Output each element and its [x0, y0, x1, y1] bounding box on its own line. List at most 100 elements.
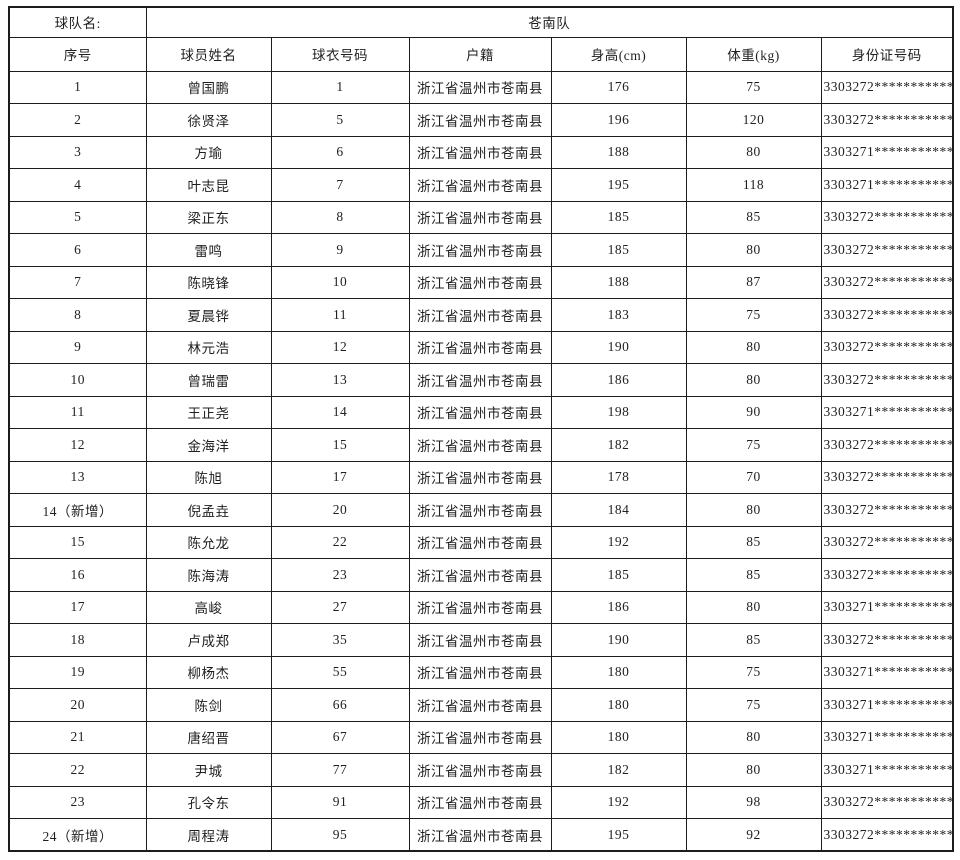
cell-jersey-number: 22 [270, 525, 410, 559]
cell-serial: 18 [8, 623, 147, 657]
table-row: 8 夏晨铧 11 浙江省温州市苍南县 183 75 3303272*********** [8, 298, 954, 332]
cell-weight: 80 [685, 753, 822, 787]
cell-residence: 浙江省温州市苍南县 [408, 330, 552, 364]
table-row: 4 叶志昆 7 浙江省温州市苍南县 195 118 3303271*********** [8, 168, 954, 202]
cell-id-number: 3303271*********** [820, 655, 954, 689]
cell-serial: 8 [8, 298, 147, 332]
cell-height: 180 [550, 688, 687, 722]
cell-residence: 浙江省温州市苍南县 [408, 720, 552, 754]
cell-jersey-number: 7 [270, 168, 410, 202]
cell-weight: 87 [685, 265, 822, 299]
table-row: 11 王正尧 14 浙江省温州市苍南县 198 90 3303271*********** [8, 395, 954, 429]
cell-id-number: 3303271*********** [820, 688, 954, 722]
cell-serial: 17 [8, 590, 147, 624]
cell-id-number: 3303272*********** [820, 330, 954, 364]
cell-player-name: 徐贤泽 [145, 103, 272, 137]
cell-jersey-number: 55 [270, 655, 410, 689]
table-row: 23 孔令东 91 浙江省温州市苍南县 192 98 3303272*********** [8, 785, 954, 819]
column-header-id-number: 身份证号码 [820, 36, 954, 72]
column-header-residence: 户籍 [408, 36, 552, 72]
cell-id-number: 3303271*********** [820, 590, 954, 624]
cell-residence: 浙江省温州市苍南县 [408, 428, 552, 462]
cell-height: 198 [550, 395, 687, 429]
cell-serial: 4 [8, 168, 147, 202]
cell-height: 192 [550, 785, 687, 819]
cell-serial: 20 [8, 688, 147, 722]
cell-id-number: 3303272*********** [820, 265, 954, 299]
cell-height: 192 [550, 525, 687, 559]
cell-residence: 浙江省温州市苍南县 [408, 70, 552, 104]
cell-height: 186 [550, 590, 687, 624]
cell-serial: 3 [8, 135, 147, 169]
player-roster-table: 球队名: 苍南队 序号 球员姓名 球衣号码 户籍 身高(cm) 体重(kg) 身份证号码 1… [8, 6, 955, 852]
table-row: 7 陈晓锋 10 浙江省温州市苍南县 188 87 3303272*********** [8, 265, 954, 299]
table-row: 15 陈允龙 22 浙江省温州市苍南县 192 85 3303272*********** [8, 525, 954, 559]
cell-height: 196 [550, 103, 687, 137]
cell-id-number: 3303272*********** [820, 103, 954, 137]
cell-residence: 浙江省温州市苍南县 [408, 785, 552, 819]
table-row: 6 雷鸣 9 浙江省温州市苍南县 185 80 3303272*********** [8, 233, 954, 267]
cell-jersey-number: 17 [270, 460, 410, 494]
cell-weight: 80 [685, 135, 822, 169]
cell-jersey-number: 15 [270, 428, 410, 462]
cell-residence: 浙江省温州市苍南县 [408, 688, 552, 722]
cell-height: 188 [550, 265, 687, 299]
table-row: 3 方瑜 6 浙江省温州市苍南县 188 80 3303271*********** [8, 135, 954, 169]
cell-player-name: 陈晓锋 [145, 265, 272, 299]
cell-weight: 80 [685, 233, 822, 267]
cell-player-name: 尹城 [145, 753, 272, 787]
cell-residence: 浙江省温州市苍南县 [408, 558, 552, 592]
cell-height: 190 [550, 330, 687, 364]
cell-height: 190 [550, 623, 687, 657]
cell-weight: 75 [685, 70, 822, 104]
cell-player-name: 曾瑞雷 [145, 363, 272, 397]
column-header-weight: 体重(kg) [685, 36, 822, 72]
cell-player-name: 方瑜 [145, 135, 272, 169]
cell-serial: 7 [8, 265, 147, 299]
cell-jersey-number: 1 [270, 70, 410, 104]
cell-height: 180 [550, 720, 687, 754]
cell-serial: 13 [8, 460, 147, 494]
cell-serial: 5 [8, 200, 147, 234]
cell-player-name: 雷鸣 [145, 233, 272, 267]
cell-player-name: 曾国鹏 [145, 70, 272, 104]
team-name-label: 球队名: [8, 6, 147, 38]
cell-weight: 120 [685, 103, 822, 137]
cell-residence: 浙江省温州市苍南县 [408, 298, 552, 332]
table-row: 22 尹城 77 浙江省温州市苍南县 182 80 3303271*********** [8, 753, 954, 787]
cell-serial: 12 [8, 428, 147, 462]
cell-jersey-number: 95 [270, 818, 410, 852]
cell-id-number: 3303272*********** [820, 623, 954, 657]
cell-player-name: 柳杨杰 [145, 655, 272, 689]
cell-player-name: 陈允龙 [145, 525, 272, 559]
cell-weight: 85 [685, 558, 822, 592]
cell-serial: 14（新增） [8, 493, 147, 527]
cell-id-number: 3303272*********** [820, 525, 954, 559]
cell-id-number: 3303272*********** [820, 558, 954, 592]
cell-weight: 80 [685, 330, 822, 364]
cell-residence: 浙江省温州市苍南县 [408, 493, 552, 527]
cell-jersey-number: 23 [270, 558, 410, 592]
cell-id-number: 3303272*********** [820, 818, 954, 852]
cell-player-name: 倪孟垚 [145, 493, 272, 527]
cell-jersey-number: 66 [270, 688, 410, 722]
cell-residence: 浙江省温州市苍南县 [408, 753, 552, 787]
table-row: 10 曾瑞雷 13 浙江省温州市苍南县 186 80 3303272*********** [8, 363, 954, 397]
cell-weight: 85 [685, 525, 822, 559]
cell-id-number: 3303272*********** [820, 785, 954, 819]
cell-jersey-number: 8 [270, 200, 410, 234]
table-row: 19 柳杨杰 55 浙江省温州市苍南县 180 75 3303271*********** [8, 655, 954, 689]
column-header-height: 身高(cm) [550, 36, 687, 72]
cell-jersey-number: 20 [270, 493, 410, 527]
cell-residence: 浙江省温州市苍南县 [408, 623, 552, 657]
cell-serial: 2 [8, 103, 147, 137]
cell-residence: 浙江省温州市苍南县 [408, 818, 552, 852]
cell-residence: 浙江省温州市苍南县 [408, 168, 552, 202]
cell-serial: 6 [8, 233, 147, 267]
table-row: 24（新增） 周程涛 95 浙江省温州市苍南县 195 92 3303272********… [8, 818, 954, 852]
cell-residence: 浙江省温州市苍南县 [408, 265, 552, 299]
cell-player-name: 陈旭 [145, 460, 272, 494]
cell-player-name: 周程涛 [145, 818, 272, 852]
cell-height: 182 [550, 753, 687, 787]
